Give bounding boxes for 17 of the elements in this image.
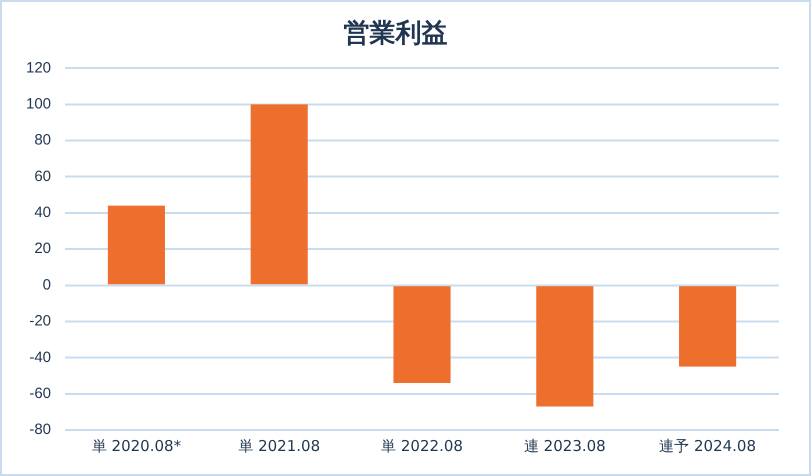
- y-tick-label: 40: [34, 204, 52, 222]
- y-tick-label: -80: [29, 421, 52, 438]
- y-tick-label: 80: [34, 132, 52, 149]
- x-tick-label: 連予 2024.08: [659, 436, 756, 455]
- y-tick-label: 60: [34, 168, 52, 185]
- x-tick-label: 単 2020.08*: [92, 436, 182, 455]
- y-tick-label: -60: [29, 384, 52, 402]
- y-tick-label: 120: [26, 59, 52, 76]
- y-tick-label: -20: [29, 312, 52, 330]
- y-tick-label: 100: [26, 96, 52, 113]
- chart-title: 営業利益: [344, 18, 448, 48]
- y-tick-label: 0: [42, 276, 52, 294]
- x-tick-label: 単 2021.08: [238, 436, 320, 455]
- y-tick-label: -40: [29, 348, 52, 366]
- x-tick-label: 単 2022.08: [381, 436, 463, 455]
- x-tick-label: 連 2023.08: [524, 436, 606, 455]
- y-tick-label: 20: [34, 240, 52, 258]
